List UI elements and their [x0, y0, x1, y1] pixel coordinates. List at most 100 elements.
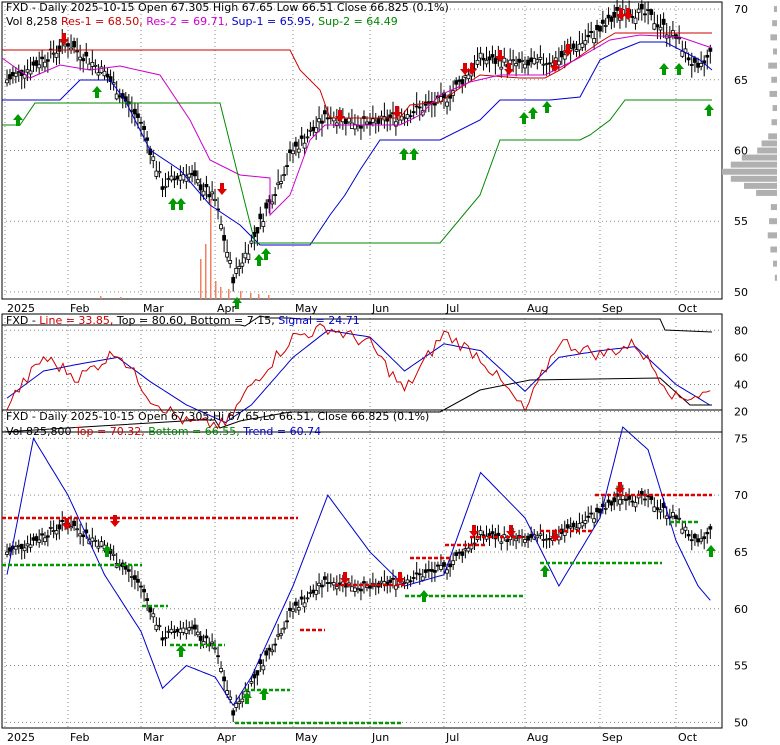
trend-price-body	[356, 587, 360, 590]
price-bar-body	[99, 66, 104, 73]
trend-y-tick: 75	[734, 432, 748, 445]
trend-price-body	[261, 665, 266, 671]
trend-price-body	[535, 535, 540, 539]
trend-price-body	[69, 526, 73, 529]
trend-price-body	[353, 587, 357, 592]
trend-price-body	[133, 575, 137, 580]
sup1-line	[2, 41, 713, 246]
price-bar-body	[314, 127, 319, 133]
trend-price-body	[157, 625, 162, 628]
trend-price-body	[612, 497, 617, 503]
volume-bar	[268, 295, 270, 299]
oscillator-header: FXD - Line = 33.85, Top = 80.60, Bottom …	[6, 314, 360, 327]
trend-price-body	[643, 498, 647, 501]
price-bar-body	[535, 59, 540, 63]
price-x-tick: Jul	[445, 302, 459, 315]
trend-price-body	[5, 551, 9, 555]
trend-price-body	[677, 517, 682, 520]
price-bar-body	[282, 174, 286, 176]
price-bar-body	[243, 252, 248, 259]
trend-price-body	[305, 597, 310, 600]
price-bar-body	[178, 175, 183, 181]
price-x-tick: 2025	[7, 302, 35, 315]
trend-price-body	[267, 647, 272, 651]
price-bar-body	[172, 178, 177, 181]
volume-bar	[240, 291, 242, 299]
sell-arrow-icon	[392, 106, 402, 118]
trend-price-body	[19, 543, 24, 549]
price-bar-body	[276, 182, 281, 186]
trend-price-body	[151, 613, 156, 618]
buy-arrow-icon	[92, 86, 102, 98]
sup2-line	[2, 99, 712, 244]
oscillator-panel: 80 60 40 20 FXD - Line = 33.85, Top = 80.60,…	[1, 313, 748, 433]
trend-y-tick: 50	[734, 716, 748, 729]
price-bar-body	[228, 260, 233, 264]
trend-price-body	[571, 522, 576, 528]
trend-price-body	[96, 545, 101, 549]
oscillator-line	[6, 323, 711, 430]
price-bar-body	[376, 118, 381, 124]
trend-price-body	[414, 572, 419, 575]
trend-price-body	[385, 581, 390, 586]
trend-price-body	[696, 538, 700, 543]
trend-price-body	[683, 526, 688, 531]
trend-price-body	[240, 698, 245, 703]
price-bar-body	[207, 194, 212, 198]
trend-price-body	[93, 539, 98, 542]
price-bar-body	[454, 80, 459, 85]
volume-profile-bar	[772, 20, 777, 27]
price-bar-body	[325, 117, 330, 120]
trend-price-body	[255, 670, 260, 676]
volume-bar	[228, 289, 230, 299]
trend-price-body	[276, 634, 281, 637]
trend-price-body	[99, 541, 104, 547]
trend-price-body	[402, 582, 407, 584]
price-bar-body	[680, 50, 685, 57]
price-bar-body	[210, 191, 215, 195]
buy-arrow-icon	[168, 198, 178, 210]
trend-price-body	[478, 530, 483, 535]
trend-price-body	[279, 633, 284, 636]
volume-bar	[100, 296, 102, 299]
oscillator-header-part: FXD -	[6, 314, 39, 327]
price-bar-body	[322, 110, 327, 115]
price-bar-body	[291, 150, 295, 155]
trend-panel: 75 70 65 60 55 50 FXD - Daily 2025-10-15 Open …	[1, 409, 748, 744]
price-bar-body	[520, 59, 524, 62]
price-bar-body	[288, 149, 292, 154]
price-bar-body	[408, 115, 413, 118]
price-bar-body	[267, 199, 272, 203]
trend-price-body	[331, 582, 336, 586]
trend-price-body	[526, 535, 530, 541]
volume-profile-bar	[722, 168, 777, 175]
trend-price-body	[487, 533, 492, 537]
price-bar-body	[317, 118, 321, 123]
price-x-tick: Jun	[371, 302, 389, 315]
price-bar-body	[8, 74, 12, 80]
price-bar-body	[237, 266, 242, 269]
trend-price-body	[565, 524, 570, 529]
price-bar-body	[139, 121, 143, 124]
sell-arrow-icon	[550, 60, 560, 72]
price-bar-body	[609, 16, 614, 22]
trend-price-body	[28, 544, 33, 548]
volume-profile-bar	[756, 189, 777, 196]
trend-price-body	[175, 628, 180, 632]
price-bar-body	[249, 240, 254, 244]
buy-arrow-icon	[706, 545, 716, 557]
price-bar-body	[148, 148, 153, 155]
price-bar-body	[43, 61, 47, 68]
buy-arrow-icon	[419, 590, 429, 602]
top-envelope-line	[2, 315, 713, 333]
trend-price-body	[702, 536, 707, 540]
price-bar-body	[478, 52, 483, 59]
price-y-tick: 55	[734, 215, 748, 228]
trend-price-body	[328, 581, 333, 584]
price-bar-body	[693, 57, 697, 63]
price-bar-body	[72, 41, 76, 48]
trend-price-body	[22, 547, 27, 552]
trend-price-body	[667, 516, 672, 519]
price-bar-body	[246, 253, 251, 260]
buy-arrow-icon	[176, 198, 186, 210]
